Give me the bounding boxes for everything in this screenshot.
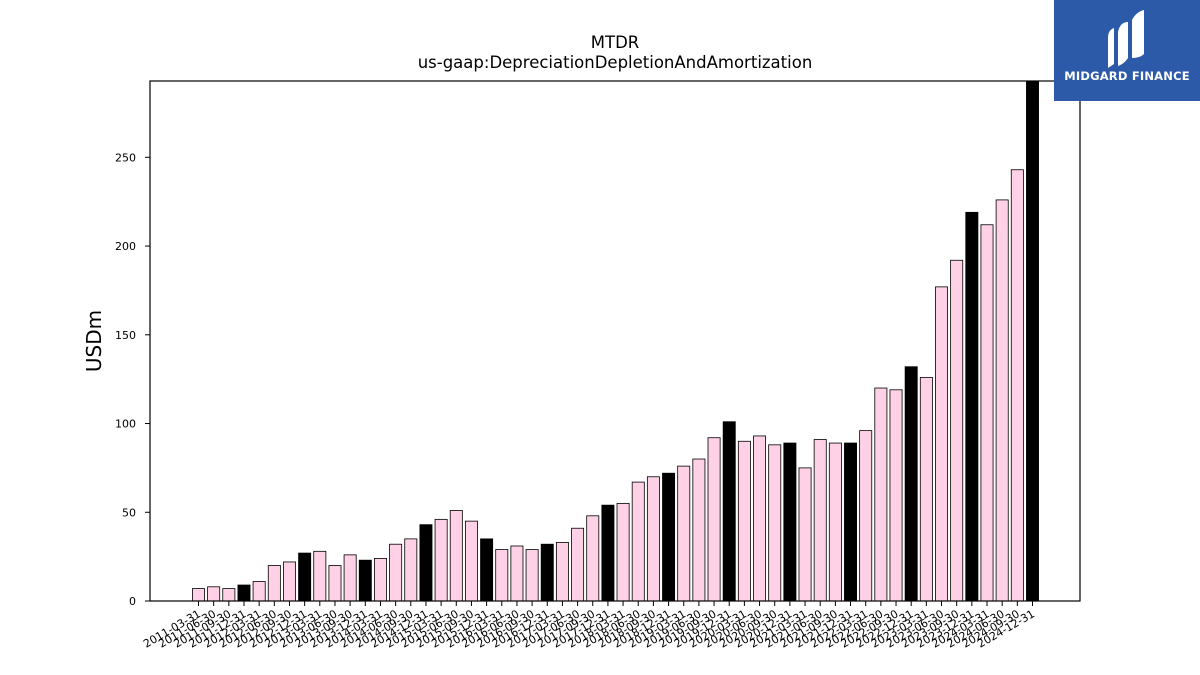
- bar-2013-03-31: [313, 550, 327, 602]
- bar-2020-03-31: [737, 440, 751, 602]
- bar-2018-03-31: [616, 502, 630, 602]
- bar-2024-03-31: [980, 224, 994, 602]
- bar-2016-06-30: [510, 545, 524, 602]
- bar-2015-09-30: [464, 520, 478, 602]
- bar-2011-09-30: [222, 588, 236, 602]
- bar-2023-12-31: [965, 211, 979, 602]
- bar-2011-12-31: [237, 584, 251, 602]
- bar-2017-06-30: [571, 527, 585, 602]
- bar-2016-12-31: [540, 543, 554, 602]
- y-tick-label: 200: [115, 240, 136, 253]
- bar-2019-03-31: [677, 465, 691, 602]
- bar-2014-12-31: [419, 524, 433, 602]
- bar-2021-06-30: [813, 439, 827, 602]
- bar-2018-09-30: [646, 476, 660, 602]
- y-axis-title: USDm: [82, 310, 106, 372]
- bar-2024-12-31: [1026, 80, 1039, 602]
- bar-2019-09-30: [707, 437, 721, 602]
- bar-2019-06-30: [692, 458, 706, 602]
- bar-2012-06-30: [267, 565, 281, 602]
- bar-2013-12-31: [358, 559, 372, 602]
- bar-2023-03-31: [919, 376, 933, 602]
- bar-2017-09-30: [586, 515, 600, 602]
- bar-2012-09-30: [283, 561, 296, 602]
- bar-2015-03-31: [434, 518, 448, 602]
- bar-2012-12-31: [298, 552, 312, 602]
- bar-2021-09-30: [828, 442, 842, 602]
- midgard-logo-icon: [1108, 10, 1144, 68]
- plot-frame: [149, 80, 1081, 602]
- bar-2011-06-30: [207, 586, 221, 602]
- bar-2023-09-30: [950, 259, 964, 602]
- bar-2016-03-31: [495, 549, 509, 602]
- bar-2020-12-31: [783, 442, 797, 602]
- bar-2022-12-31: [904, 366, 918, 602]
- bar-2023-06-30: [935, 286, 948, 602]
- bar-2013-09-30: [343, 554, 357, 602]
- bar-2024-06-30: [995, 199, 1009, 602]
- bar-2018-12-31: [662, 472, 676, 602]
- logo-text: MIDGARD FINANCE: [1064, 69, 1190, 83]
- brand-logo: MIDGARD FINANCE: [1054, 0, 1200, 101]
- bar-2017-12-31: [601, 504, 615, 602]
- y-axis-ticks: 0 50 100 150 200 250: [115, 151, 150, 608]
- bar-2015-06-30: [449, 510, 463, 602]
- bar-2017-03-31: [555, 542, 569, 602]
- bar-2015-12-31: [480, 538, 494, 602]
- bar-2022-06-30: [874, 387, 888, 602]
- bar-2022-03-31: [859, 430, 873, 602]
- chart-subtitle: us-gaap:DepreciationDepletionAndAmortiza…: [418, 53, 813, 72]
- bar-2019-12-31: [722, 421, 736, 602]
- bar-2013-06-30: [328, 565, 342, 602]
- x-axis-ticks: 2011-03-312011-06-302011-09-302011-12-31…: [141, 601, 1037, 651]
- bar-2014-03-31: [373, 558, 387, 602]
- y-tick-label: 50: [122, 506, 136, 519]
- bar-2014-06-30: [389, 543, 403, 602]
- bar-2011-03-31: [192, 588, 205, 602]
- bar-2014-09-30: [404, 538, 418, 602]
- bar-2018-06-30: [631, 481, 645, 602]
- bar-2020-09-30: [768, 444, 782, 602]
- bar-2024-09-30: [1010, 169, 1024, 602]
- y-tick-label: 100: [115, 418, 136, 431]
- y-tick-label: 0: [129, 595, 136, 608]
- bar-2021-03-31: [798, 467, 812, 602]
- y-tick-label: 250: [115, 151, 136, 164]
- y-tick-label: 150: [115, 329, 136, 342]
- bar-2021-12-31: [844, 442, 858, 602]
- chart-title: MTDR: [591, 33, 640, 52]
- bar-2020-06-30: [753, 435, 767, 602]
- bar-2012-03-31: [252, 581, 266, 602]
- bars-group: [192, 80, 1039, 602]
- bar-2022-09-30: [889, 389, 903, 602]
- bar-2016-09-30: [525, 549, 539, 602]
